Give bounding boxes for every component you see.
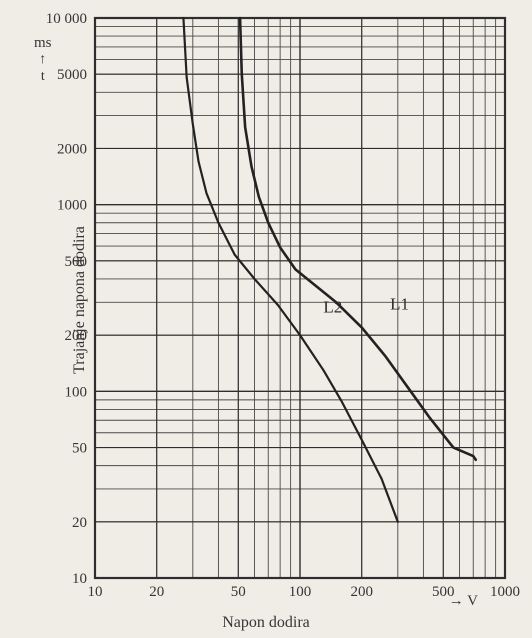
svg-text:1000: 1000 [57,198,87,214]
svg-text:200: 200 [65,328,88,344]
plot-svg: L1L2102050100200500100010205010020050010… [95,18,505,578]
svg-text:100: 100 [65,384,88,400]
x-axis-unit: → V [449,593,478,610]
y-unit-ms: ms [34,35,52,51]
svg-text:10 000: 10 000 [46,11,87,27]
svg-text:50: 50 [231,584,246,600]
y-unit-t: t [34,69,52,86]
svg-text:10: 10 [72,571,87,587]
svg-text:1000: 1000 [490,584,520,600]
svg-text:20: 20 [149,584,164,600]
svg-text:L1: L1 [390,294,409,313]
plot-area: L1L2102050100200500100010205010020050010… [95,18,505,578]
y-axis-title: Trajanje napona dodira [71,226,89,374]
svg-text:5000: 5000 [57,67,87,83]
svg-text:100: 100 [289,584,312,600]
svg-text:L2: L2 [323,297,342,316]
svg-text:50: 50 [72,441,87,457]
y-unit-arrow: ↑ [34,52,52,69]
x-axis-title: Napon dodira [0,614,532,632]
svg-text:2000: 2000 [57,141,87,157]
chart-container: Trajanje napona dodira ms ↑ t L1 L2 10 20 50… [0,0,532,638]
svg-text:10: 10 [88,584,103,600]
svg-text:500: 500 [65,254,88,270]
svg-text:200: 200 [350,584,373,600]
y-axis-unit: ms ↑ t [34,34,52,86]
svg-text:20: 20 [72,515,87,531]
